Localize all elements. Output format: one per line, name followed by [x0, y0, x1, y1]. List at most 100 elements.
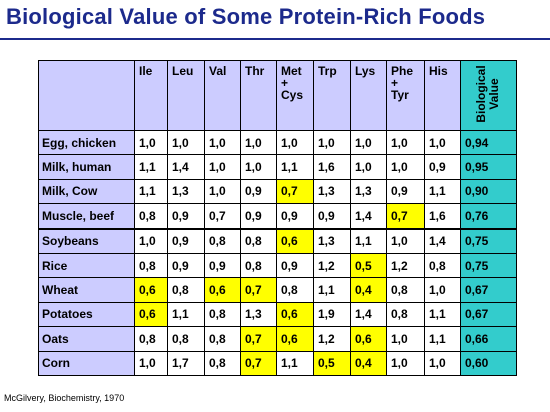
table-row: Wheat 0,6 0,8 0,6 0,7 0,8 1,1 0,4 0,8 1,0 0,67	[38, 277, 517, 303]
value-cell: 0,8	[167, 326, 205, 352]
value-cell: 0,8	[134, 203, 168, 230]
row-label: Rice	[38, 252, 135, 279]
limiting-value-cell: 0,7	[240, 277, 277, 303]
limiting-value-cell: 0,5	[350, 252, 387, 279]
value-cell: 1,3	[240, 301, 277, 328]
limiting-value-cell: 0,7	[386, 203, 425, 230]
column-header-line: Cys	[281, 88, 304, 102]
value-cell: 1,6	[424, 203, 461, 230]
column-header-3: Thr	[240, 60, 277, 131]
value-cell: 1,0	[424, 129, 461, 156]
row-label: Muscle, beef	[38, 203, 135, 230]
page-title: Biological Value of Some Protein-Rich Fo…	[6, 4, 486, 29]
value-cell: 1,0	[386, 129, 425, 156]
value-cell: 0,8	[167, 277, 205, 303]
column-header-line: Tyr	[391, 88, 409, 102]
value-cell: 0,8	[240, 228, 277, 254]
row-label: Milk, Cow	[38, 178, 135, 205]
value-cell: 1,0	[134, 350, 168, 376]
row-label: Oats	[38, 326, 135, 352]
value-cell: 0,9	[240, 178, 277, 205]
limiting-value-cell: 0,5	[313, 350, 351, 376]
value-cell: 0,9	[167, 252, 205, 279]
value-cell: 1,0	[204, 154, 241, 180]
value-cell: 1,1	[134, 154, 168, 180]
limiting-value-cell: 0,6	[134, 301, 168, 328]
value-cell: 1,0	[386, 228, 425, 254]
value-cell: 1,0	[350, 129, 387, 156]
value-cell: 1,4	[424, 228, 461, 254]
value-cell: 1,1	[276, 154, 314, 180]
value-cell: 1,4	[350, 301, 387, 328]
protein-table: Ile Leu Val Thr Met + Cys Trp Lys Phe + Tyr His Biolo…	[38, 60, 517, 376]
table-row: Soybeans 1,0 0,9 0,8 0,8 0,6 1,3 1,1 1,0 1,4 0,75	[38, 228, 517, 254]
row-label: Corn	[38, 350, 135, 376]
value-cell: 0,9	[167, 203, 205, 230]
value-cell: 1,0	[424, 277, 461, 303]
limiting-value-cell: 0,7	[240, 350, 277, 376]
corner-cell	[38, 60, 135, 131]
column-header-6: Lys	[350, 60, 387, 131]
column-header-1: Leu	[167, 60, 205, 131]
value-cell: 0,9	[204, 252, 241, 279]
table-row: Milk, human 1,1 1,4 1,0 1,0 1,1 1,6 1,0 1,0 0,9 0,…	[38, 154, 517, 180]
column-header-2: Val	[204, 60, 241, 131]
value-cell: 1,0	[386, 326, 425, 352]
limiting-value-cell: 0,7	[276, 178, 314, 205]
value-cell: 1,4	[350, 203, 387, 230]
title-underline	[0, 38, 550, 40]
value-cell: 0,8	[386, 301, 425, 328]
value-cell: 0,8	[134, 252, 168, 279]
source-citation: McGilvery, Biochemistry, 1970	[4, 393, 125, 403]
biological-value-cell: 0,94	[460, 129, 517, 156]
value-cell: 0,8	[424, 252, 461, 279]
value-cell: 1,6	[313, 154, 351, 180]
value-cell: 1,1	[276, 350, 314, 376]
value-cell: 1,0	[134, 228, 168, 254]
column-header-5: Trp	[313, 60, 351, 131]
value-cell: 1,0	[240, 129, 277, 156]
value-cell: 1,1	[134, 178, 168, 205]
limiting-value-cell: 0,6	[276, 228, 314, 254]
table-row: Oats 0,8 0,8 0,8 0,7 0,6 1,2 0,6 1,0 1,1 0,66	[38, 326, 517, 352]
protein-table-wrapper: Ile Leu Val Thr Met + Cys Trp Lys Phe + Tyr His Biolo…	[38, 60, 517, 376]
value-cell: 0,8	[204, 228, 241, 254]
column-header-line: Trp	[318, 64, 337, 78]
value-cell: 1,0	[386, 154, 425, 180]
table-row: Milk, Cow 1,1 1,3 1,0 0,9 0,7 1,3 1,3 0,9 1,1 0,90	[38, 178, 517, 205]
value-cell: 0,9	[386, 178, 425, 205]
row-label: Wheat	[38, 277, 135, 303]
value-cell: 0,9	[424, 154, 461, 180]
value-cell: 1,0	[313, 129, 351, 156]
limiting-value-cell: 0,7	[240, 326, 277, 352]
value-cell: 1,0	[167, 129, 205, 156]
biological-value-cell: 0,67	[460, 277, 517, 303]
row-label: Milk, human	[38, 154, 135, 180]
value-cell: 1,7	[167, 350, 205, 376]
row-label: Potatoes	[38, 301, 135, 328]
table-row: Muscle, beef 0,8 0,9 0,7 0,9 0,9 0,9 1,4 0,7 1,6 0…	[38, 203, 517, 230]
column-header-line: Thr	[245, 64, 265, 78]
value-cell: 1,1	[424, 178, 461, 205]
column-header-4: Met + Cys	[276, 60, 314, 131]
value-cell: 1,1	[313, 277, 351, 303]
row-label: Egg, chicken	[38, 129, 135, 156]
value-cell: 0,9	[276, 203, 314, 230]
biological-value-cell: 0,67	[460, 301, 517, 328]
limiting-value-cell: 0,6	[204, 277, 241, 303]
value-cell: 0,7	[204, 203, 241, 230]
limiting-value-cell: 0,4	[350, 277, 387, 303]
value-cell: 1,1	[424, 326, 461, 352]
limiting-value-cell: 0,6	[276, 301, 314, 328]
value-cell: 0,8	[240, 252, 277, 279]
column-header-line: Phe	[391, 64, 414, 78]
column-header-line: His	[429, 64, 448, 78]
header-row: Ile Leu Val Thr Met + Cys Trp Lys Phe + Tyr His Biolo…	[38, 60, 517, 131]
column-header-line: Ile	[139, 64, 153, 78]
value-cell: 1,1	[350, 228, 387, 254]
value-cell: 1,0	[204, 178, 241, 205]
column-header-line: +	[391, 76, 399, 90]
value-cell: 1,0	[424, 350, 461, 376]
value-cell: 1,1	[167, 301, 205, 328]
column-header-line: Leu	[172, 64, 194, 78]
